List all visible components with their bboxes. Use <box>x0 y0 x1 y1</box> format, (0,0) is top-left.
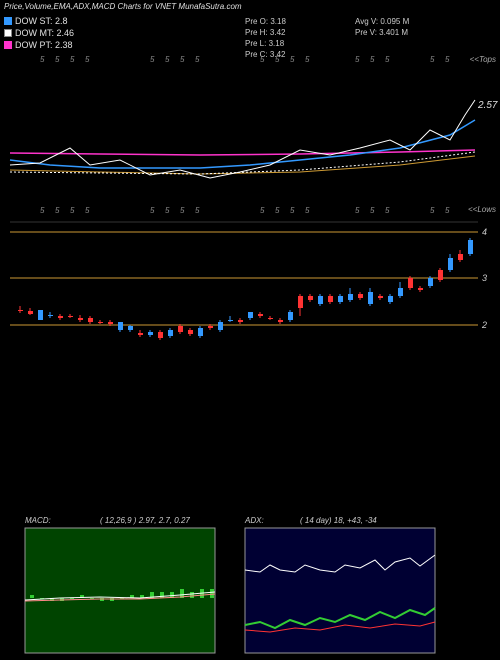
svg-text:5: 5 <box>55 206 60 215</box>
svg-text:5: 5 <box>275 55 280 64</box>
svg-text:5: 5 <box>385 206 390 215</box>
svg-text:5: 5 <box>180 55 185 64</box>
svg-text:4: 4 <box>482 227 487 237</box>
svg-text:5: 5 <box>430 55 435 64</box>
svg-text:5: 5 <box>290 55 295 64</box>
svg-text:5: 5 <box>150 206 155 215</box>
svg-text:5: 5 <box>180 206 185 215</box>
tops-label: <<Tops <box>470 55 496 64</box>
svg-text:5: 5 <box>70 206 75 215</box>
svg-text:5: 5 <box>55 55 60 64</box>
svg-text:5: 5 <box>195 206 200 215</box>
svg-text:5: 5 <box>165 55 170 64</box>
svg-text:5: 5 <box>195 55 200 64</box>
svg-text:5: 5 <box>430 206 435 215</box>
svg-text:5: 5 <box>445 206 450 215</box>
svg-text:5: 5 <box>85 55 90 64</box>
svg-text:3: 3 <box>482 273 487 283</box>
svg-text:2.57: 2.57 <box>477 100 498 111</box>
svg-text:5: 5 <box>370 206 375 215</box>
adx-title: ADX: <box>245 516 264 525</box>
svg-text:5: 5 <box>275 206 280 215</box>
svg-text:5: 5 <box>290 206 295 215</box>
svg-text:5: 5 <box>260 206 265 215</box>
macd-title-text: MACD: <box>25 516 51 525</box>
svg-text:2: 2 <box>481 320 487 330</box>
macd-params: ( 12,26,9 ) 2.97, 2.7, 0.27 <box>100 516 190 525</box>
svg-text:5: 5 <box>260 55 265 64</box>
svg-text:5: 5 <box>445 55 450 64</box>
svg-text:5: 5 <box>85 206 90 215</box>
svg-text:5: 5 <box>40 55 45 64</box>
chart-svg: 5 5 5 5 5 5 5 5 5 5 5 5 5 5 5 5 5 5 5 5 5 5 5 5 5 5 5 5 5 5 5 5 5 5 2.57 4 3… <box>0 0 500 660</box>
adx-params: ( 14 day) 18, +43, -34 <box>300 516 377 525</box>
svg-text:5: 5 <box>355 55 360 64</box>
lows-label: <<Lows <box>468 205 496 214</box>
svg-text:5: 5 <box>355 206 360 215</box>
svg-text:5: 5 <box>150 55 155 64</box>
svg-text:5: 5 <box>305 55 310 64</box>
svg-text:5: 5 <box>40 206 45 215</box>
svg-text:5: 5 <box>385 55 390 64</box>
svg-text:5: 5 <box>70 55 75 64</box>
chart-container: Price,Volume,EMA,ADX,MACD Charts for VNE… <box>0 0 500 660</box>
adx-title-text: ADX: <box>245 516 264 525</box>
svg-text:5: 5 <box>305 206 310 215</box>
svg-text:5: 5 <box>370 55 375 64</box>
macd-title: MACD: <box>25 516 51 525</box>
svg-text:5: 5 <box>165 206 170 215</box>
